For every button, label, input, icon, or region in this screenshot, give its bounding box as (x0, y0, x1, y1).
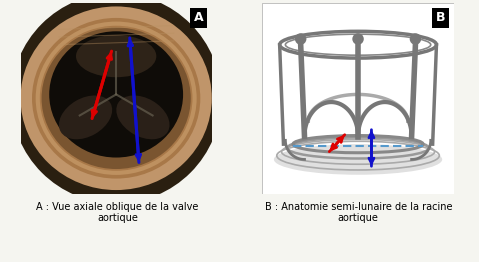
Ellipse shape (32, 18, 200, 179)
Text: B: B (435, 12, 445, 24)
Ellipse shape (49, 31, 183, 157)
Text: A: A (194, 12, 203, 24)
Ellipse shape (42, 28, 191, 169)
FancyBboxPatch shape (262, 3, 454, 194)
Ellipse shape (11, 0, 221, 203)
Ellipse shape (295, 33, 307, 45)
Ellipse shape (353, 33, 364, 45)
Ellipse shape (410, 33, 421, 45)
Ellipse shape (59, 95, 112, 139)
Ellipse shape (116, 95, 170, 139)
Ellipse shape (21, 7, 212, 190)
Text: A : Vue axiale oblique de la valve
aortique: A : Vue axiale oblique de la valve aorti… (36, 202, 198, 223)
Ellipse shape (76, 35, 156, 77)
Text: B : Anatomie semi-lunaire de la racine
aortique: B : Anatomie semi-lunaire de la racine a… (264, 202, 452, 223)
Ellipse shape (274, 144, 442, 175)
